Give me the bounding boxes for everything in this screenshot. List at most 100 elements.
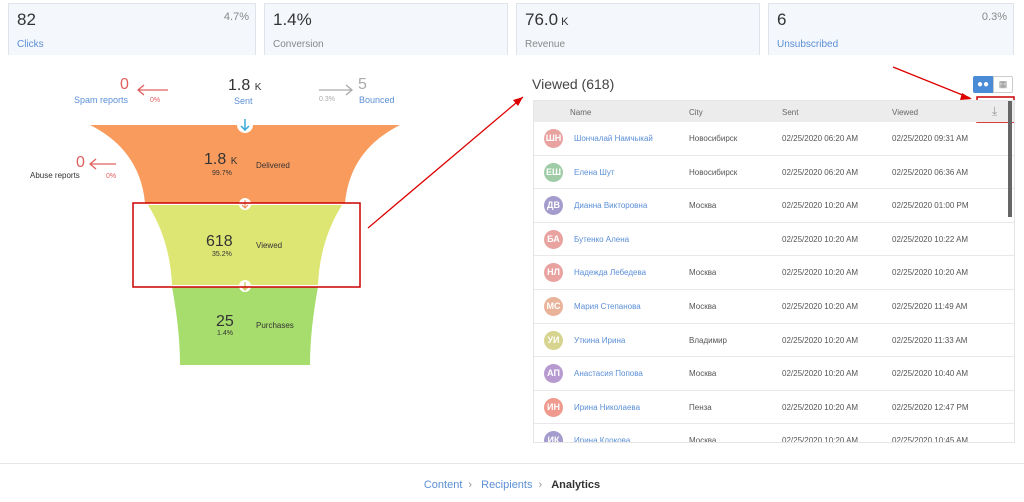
people-view-button[interactable]: ●● xyxy=(973,76,993,93)
recipients-table: Name City Sent Viewed ⤓ ШН Шончалай Намч… xyxy=(533,100,1015,443)
people-icon: ●● xyxy=(976,79,990,90)
stat-card-unsubscribed: 6 0.3% Unsubscribed xyxy=(768,3,1014,55)
bounced-pct: 0.3% xyxy=(319,96,335,103)
table-row: ИК Ирина Клокова Москва 02/25/2020 10:20… xyxy=(534,424,1014,443)
stat-card-clicks: 82 4.7% Clicks xyxy=(8,3,256,55)
col-city[interactable]: City xyxy=(689,108,703,117)
viewed-time: 02/25/2020 06:36 AM xyxy=(892,167,969,177)
table-row: ИН Ирина Николаева Пенза 02/25/2020 10:2… xyxy=(534,391,1014,425)
sent-value: 1.8 K xyxy=(228,77,262,94)
avatar: БА xyxy=(544,229,563,249)
bounced-value: 5 xyxy=(358,76,367,93)
avatar: ДВ xyxy=(544,196,563,216)
bounced-label[interactable]: Bounced xyxy=(359,95,395,105)
table-row: МС Мария Степанова Москва 02/25/2020 10:… xyxy=(534,290,1014,324)
viewed-time: 02/25/2020 01:00 PM xyxy=(892,201,969,211)
stat-label[interactable]: Clicks xyxy=(17,39,44,50)
table-row: БА Бутенко Алена 02/25/2020 10:20 AM 02/… xyxy=(534,223,1014,257)
sent-time: 02/25/2020 10:20 AM xyxy=(782,234,859,244)
sent-time: 02/25/2020 06:20 AM xyxy=(782,134,859,143)
viewed-time: 02/25/2020 09:31 AM xyxy=(892,134,969,143)
table-row: ДВ Дианна Викторовна Москва 02/25/2020 1… xyxy=(534,189,1014,223)
stat-value: 6 xyxy=(777,10,787,29)
recipient-name-link[interactable]: Уткина Ирина xyxy=(574,335,626,345)
sent-time: 02/25/2020 10:20 AM xyxy=(782,369,859,379)
purchases-pct: 1.4% xyxy=(217,330,233,337)
viewed-label[interactable]: Viewed xyxy=(256,241,283,250)
spam-label[interactable]: Spam reports xyxy=(74,95,129,105)
avatar: ШН xyxy=(544,129,563,148)
col-name[interactable]: Name xyxy=(570,108,592,117)
breadcrumb-recipients[interactable]: Recipients xyxy=(481,479,533,491)
table-row: ШН Шончалай Намчыкай Новосибирск 02/25/2… xyxy=(534,122,1014,156)
breadcrumb-content[interactable]: Content xyxy=(423,479,463,491)
city: Новосибирск xyxy=(689,167,738,177)
purchases-value: 25 xyxy=(216,313,234,330)
recipient-name-link[interactable]: Елена Шут xyxy=(574,167,615,177)
spam-value: 0 xyxy=(120,76,129,93)
viewed-time: 02/25/2020 11:49 AM xyxy=(892,301,968,311)
recipient-name-link[interactable]: Мария Степанова xyxy=(574,301,641,311)
abuse-label: Abuse reports xyxy=(30,171,80,180)
avatar: АП xyxy=(544,364,563,384)
abuse-pct: 0% xyxy=(106,173,117,180)
viewed-time: 02/25/2020 10:22 AM xyxy=(892,234,969,244)
spam-arrow-icon xyxy=(136,84,168,96)
delivered-value: 1.8 K xyxy=(204,151,238,168)
city: Владимир xyxy=(689,335,728,345)
recipient-name-link[interactable]: Дианна Викторовна xyxy=(574,201,648,211)
funnel-viewed xyxy=(148,205,342,285)
table-row: УИ Уткина Ирина Владимир 02/25/2020 10:2… xyxy=(534,324,1014,358)
table-row: ЕШ Елена Шут Новосибирск 02/25/2020 06:2… xyxy=(534,156,1014,190)
stat-pct: 0.3% xyxy=(981,11,1007,23)
stat-pct: 4.7% xyxy=(223,11,249,23)
viewed-time: 02/25/2020 10:20 AM xyxy=(892,268,969,278)
avatar: ЕШ xyxy=(544,162,563,182)
download-icon[interactable]: ⤓ xyxy=(992,104,998,118)
stat-value: 1.4% xyxy=(273,10,312,29)
city: Москва xyxy=(689,369,717,379)
recipient-name-link[interactable]: Ирина Клокова xyxy=(574,436,631,443)
breadcrumb-analytics: Analytics xyxy=(551,479,601,491)
stat-card-conversion: 1.4% Conversion xyxy=(264,3,508,55)
viewed-time: 02/25/2020 10:40 AM xyxy=(892,369,969,379)
city: Москва xyxy=(689,268,717,278)
avatar: ИН xyxy=(544,397,563,417)
avatar: УИ xyxy=(544,330,563,350)
col-sent[interactable]: Sent xyxy=(782,108,799,117)
city: Москва xyxy=(689,436,717,443)
bounced-arrow-icon xyxy=(319,84,354,96)
grid-icon: ▦ xyxy=(998,79,1008,89)
sent-label: Sent xyxy=(234,96,253,106)
table-view-button[interactable]: ▦ xyxy=(993,76,1013,93)
avatar: НЛ xyxy=(544,263,563,283)
viewed-pct: 35.2% xyxy=(212,251,232,258)
sent-time: 02/25/2020 10:20 AM xyxy=(782,436,859,443)
abuse-arrow-icon xyxy=(88,158,116,170)
table-header: Name City Sent Viewed ⤓ xyxy=(534,101,1014,122)
recipient-name-link[interactable]: Анастасия Попова xyxy=(574,369,643,379)
stat-label: Revenue xyxy=(525,39,566,50)
sent-time: 02/25/2020 06:20 AM xyxy=(782,167,859,177)
recipient-name-link[interactable]: Шончалай Намчыкай xyxy=(574,134,653,143)
panel-title: Viewed (618) xyxy=(532,76,615,92)
recipient-name-link[interactable]: Бутенко Алена xyxy=(574,234,630,244)
sent-time: 02/25/2020 10:20 AM xyxy=(782,335,859,345)
recipient-name-link[interactable]: Надежда Лебедева xyxy=(574,268,647,278)
viewed-time: 02/25/2020 10:45 AM xyxy=(892,436,969,443)
sent-time: 02/25/2020 10:20 AM xyxy=(782,402,859,412)
sent-time: 02/25/2020 10:20 AM xyxy=(782,268,859,278)
city: Новосибирск xyxy=(689,134,738,143)
funnel-delivered xyxy=(90,125,400,203)
scrollbar[interactable] xyxy=(1008,101,1012,217)
recipient-name-link[interactable]: Ирина Николаева xyxy=(574,402,641,412)
stat-label[interactable]: Unsubscribed xyxy=(777,39,839,50)
abuse-value: 0 xyxy=(76,154,85,171)
col-viewed[interactable]: Viewed xyxy=(892,108,919,117)
city: Москва xyxy=(689,301,717,311)
stat-value: 76.0 K xyxy=(525,10,569,29)
funnel-purchases xyxy=(172,287,318,365)
purchases-label: Purchases xyxy=(256,321,294,330)
spam-pct: 0% xyxy=(150,97,161,104)
